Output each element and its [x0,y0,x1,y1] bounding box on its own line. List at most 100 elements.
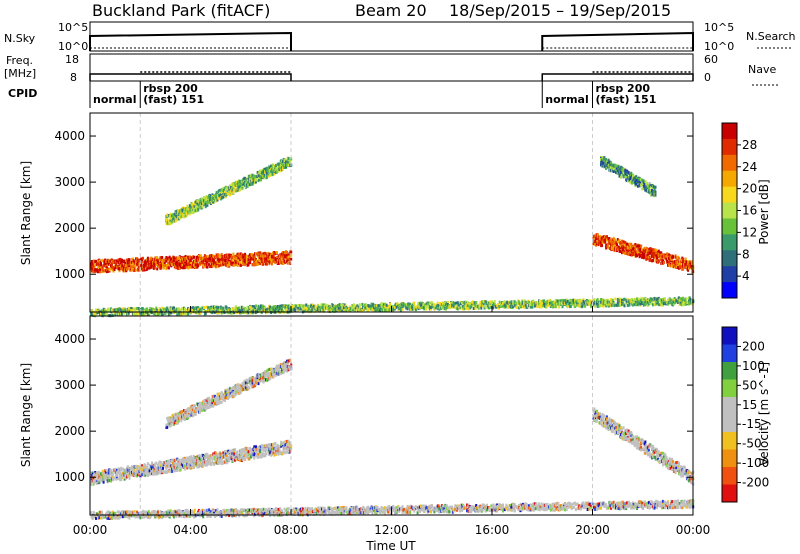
data-cell [205,305,208,309]
data-cell [646,257,649,261]
data-cell [197,258,200,262]
freq-label: Freq. [6,54,33,67]
data-cell [92,270,95,274]
data-cell [116,259,118,263]
data-cell [197,200,200,203]
data-cell [203,264,206,268]
data-cell [214,255,217,259]
data-cell [270,168,273,172]
power-colorbar-label: Power [dB] [757,179,771,244]
data-cell [166,306,169,310]
data-cell [297,304,300,307]
data-cell [231,186,234,190]
data-cell [250,253,253,257]
data-cell [623,175,626,178]
data-cell [606,245,609,248]
data-cell [653,188,656,192]
data-cell [296,309,299,313]
nsearch-bottom-tick: 10^0 [704,40,734,53]
data-cell [231,258,234,262]
data-cell [361,302,364,306]
data-cell [113,268,116,271]
data-cell [654,185,657,189]
data-cell [609,242,612,245]
data-cell [294,307,297,311]
data-cell [245,258,248,262]
data-cell [675,259,678,263]
data-cell [183,266,186,270]
data-cell [141,259,144,263]
data-cell [157,265,159,269]
data-cell [220,253,223,256]
data-cell [630,242,633,246]
data-cell [255,180,257,184]
data-cell [218,264,221,268]
data-cell [592,242,595,246]
data-cell [163,261,166,265]
data-cell [636,244,639,248]
data-cell [286,251,288,254]
data-cell [290,250,293,254]
data-cell [275,169,278,173]
data-cell [157,308,160,312]
data-cell [160,308,163,312]
data-cell [168,255,171,259]
data-cell [155,306,158,310]
nave-label: Nave [748,63,776,76]
data-cell [150,265,153,269]
data-cell [236,264,239,267]
data-cell [169,219,172,222]
data-cell [143,268,146,272]
data-cell [621,239,623,243]
data-cell [342,308,345,312]
data-cell [569,304,572,308]
data-cell [217,257,220,261]
data-cell [165,256,168,259]
power-y-axis-label: Slant Range [km] [19,161,33,265]
data-cell [636,254,638,258]
nsky-top-tick: 10^5 [58,21,88,34]
data-cell [101,258,104,262]
cpid-label: CPID [8,87,37,100]
data-cell [238,252,241,256]
data-cell [275,163,278,167]
data-cell [219,193,222,197]
data-cell [123,260,126,264]
data-cell [255,262,257,266]
data-cell [323,308,326,312]
data-cell [194,266,197,269]
data-cell [274,260,277,264]
data-cell [180,265,183,269]
data-cell [189,263,192,267]
data-cell [286,261,289,265]
data-cell [186,207,189,211]
cpid-segment-label: normal [545,93,588,106]
data-cell [172,214,175,218]
data-cell [193,255,195,259]
data-cell [224,258,227,262]
data-cell [184,214,187,218]
data-cell [401,307,404,311]
data-cell [162,266,165,270]
data-cell [554,305,557,309]
data-cell [285,160,288,164]
data-cell [300,303,303,307]
data-cell [290,257,293,261]
data-cell [132,259,135,263]
data-cell [124,262,127,265]
data-cell [223,188,226,192]
data-cell [178,256,181,260]
colorbar-tick-label: 28 [742,138,757,152]
nsky-line [89,31,694,51]
data-cell [600,241,602,245]
data-cell [286,162,288,166]
data-cell [120,267,123,271]
data-cell [282,251,285,254]
data-cell [208,198,211,202]
data-cell [175,215,178,218]
beam-label: Beam 20 [355,1,427,20]
data-cell [239,261,242,265]
data-cell [109,259,112,263]
data-cell [661,253,664,257]
data-cell [160,258,163,261]
